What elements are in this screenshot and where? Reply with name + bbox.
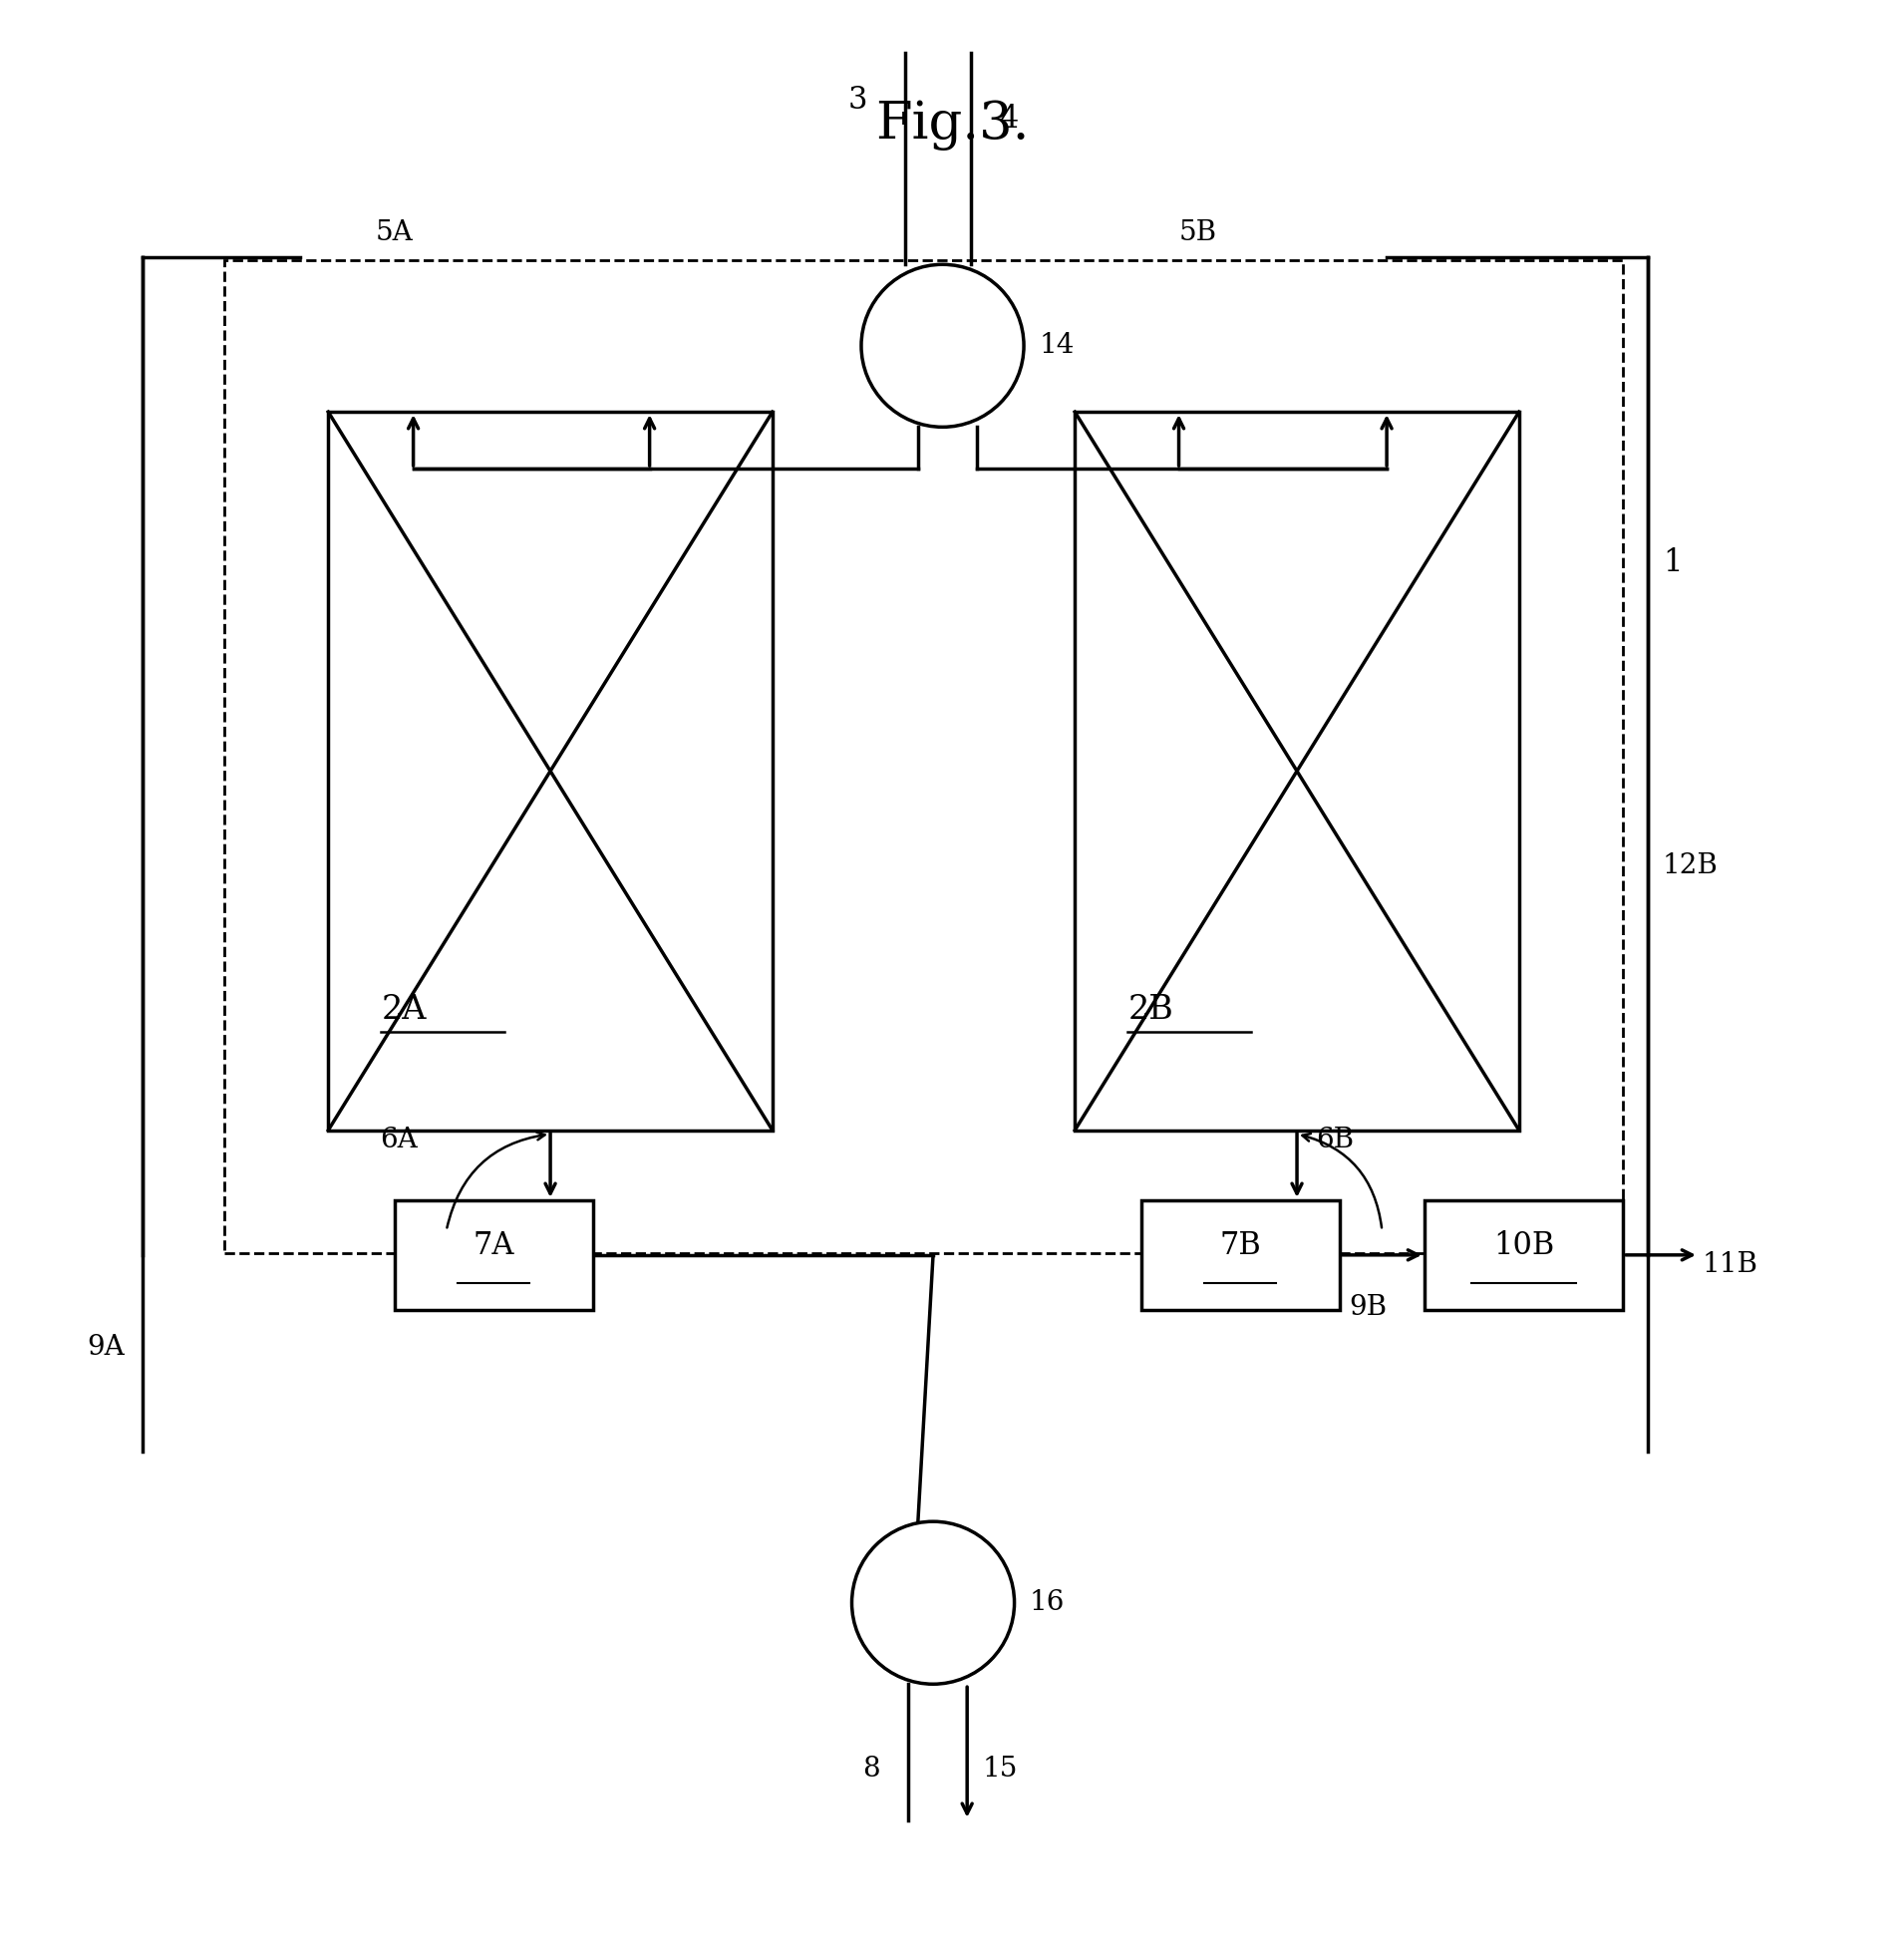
Bar [225,260,1622,1253]
Text: 14: 14 [1040,333,1074,358]
Text: 2B: 2B [1127,995,1173,1026]
Text: 2A: 2A [381,995,426,1026]
Bar [327,411,773,1130]
Text: 9A: 9A [86,1333,124,1361]
Text: 1: 1 [1662,548,1681,578]
Circle shape [851,1521,1015,1684]
Text: 5B: 5B [1179,219,1217,247]
Text: 7B: 7B [1219,1230,1260,1261]
Text: 6B: 6B [1316,1126,1354,1153]
Bar [1424,1200,1622,1310]
Circle shape [861,264,1024,427]
Text: 10B: 10B [1493,1230,1554,1261]
Text: 7A: 7A [472,1230,514,1261]
Text: 3: 3 [847,84,866,116]
Text: Fig.3.: Fig.3. [876,100,1028,151]
Text: 15: 15 [982,1756,1017,1782]
Bar [1076,411,1519,1130]
Text: 12B: 12B [1662,852,1719,879]
Text: 11B: 11B [1702,1251,1757,1279]
Text: 16: 16 [1030,1590,1064,1615]
Bar [394,1200,592,1310]
Text: 5A: 5A [375,219,413,247]
Text: 6A: 6A [381,1126,419,1153]
Text: 4: 4 [1000,104,1019,135]
Text: 8: 8 [863,1756,880,1782]
Text: 9B: 9B [1348,1294,1386,1322]
Bar [1140,1200,1340,1310]
